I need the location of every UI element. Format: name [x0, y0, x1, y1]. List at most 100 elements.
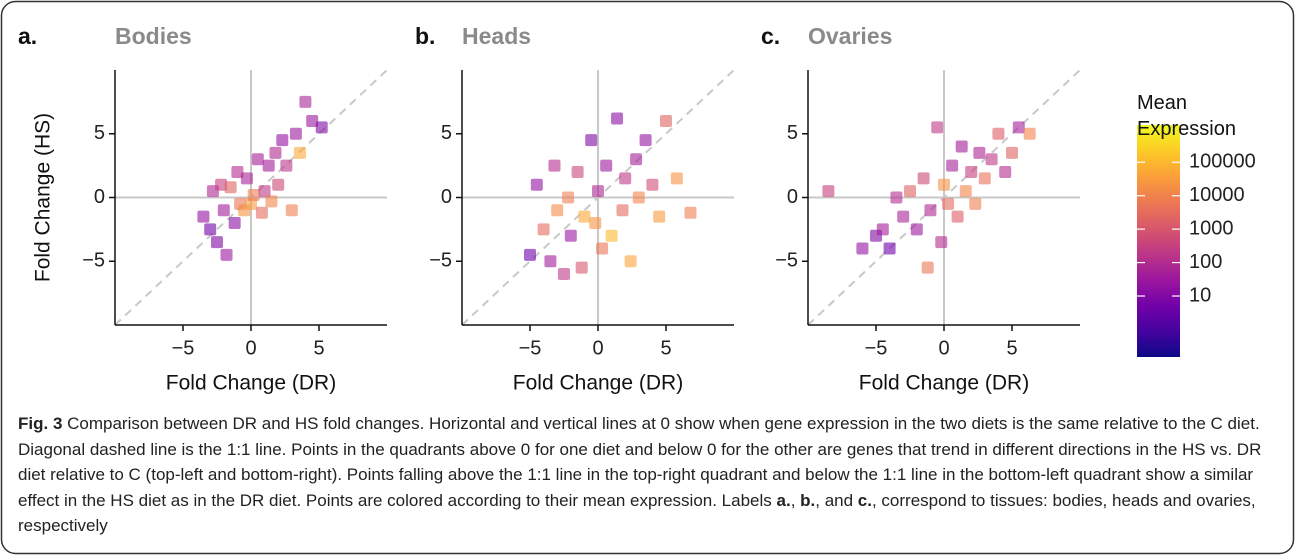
identity-line: [807, 69, 1081, 326]
caption-text: , and: [815, 490, 858, 510]
point: [965, 166, 978, 178]
caption-text: ,: [790, 490, 801, 510]
x-tick-label: −5: [172, 337, 195, 359]
point: [1023, 127, 1036, 140]
point: [220, 248, 233, 261]
panel-title: Ovaries: [808, 23, 892, 49]
point: [247, 188, 260, 201]
x-tick-label: −5: [865, 337, 888, 359]
x-axis-label: Fold Change (DR): [513, 372, 683, 395]
point: [951, 210, 964, 223]
point: [856, 242, 869, 255]
point: [670, 172, 683, 185]
point: [564, 229, 577, 242]
colorbar-tick-label: 10000: [1189, 184, 1245, 206]
panel-title: Heads: [462, 23, 531, 49]
point: [921, 261, 934, 274]
point: [619, 172, 632, 185]
x-axis-label: Fold Change (DR): [859, 372, 1029, 395]
point: [306, 115, 319, 127]
y-tick-label: 5: [787, 122, 798, 144]
colorbar-tick-label: 10: [1189, 284, 1211, 306]
point: [285, 204, 298, 217]
point: [931, 121, 944, 134]
point: [904, 185, 916, 198]
point: [822, 185, 835, 198]
point: [280, 159, 293, 172]
caption-bold: a.: [776, 490, 791, 510]
point: [890, 191, 903, 204]
point: [255, 206, 268, 219]
point: [883, 242, 896, 255]
point: [876, 223, 889, 236]
panel-label: b.: [415, 23, 435, 49]
point: [946, 159, 959, 172]
point: [240, 172, 253, 185]
point: [910, 223, 923, 236]
point: [272, 178, 285, 191]
caption-text: Comparison between DR and HS fold change…: [18, 414, 1262, 510]
x-tick-label: 5: [660, 337, 671, 359]
point: [999, 166, 1012, 178]
x-tick-label: 0: [245, 337, 256, 359]
panel-label: c.: [761, 23, 780, 49]
point: [251, 153, 264, 166]
point: [616, 204, 629, 217]
panel-label: a.: [18, 23, 37, 49]
point: [551, 204, 564, 217]
point: [942, 197, 955, 210]
x-axis-label: Fold Change (DR): [166, 372, 336, 395]
point: [592, 185, 604, 198]
caption: Fig. 3 Comparison between DR and HS fold…: [18, 411, 1280, 539]
point: [632, 191, 645, 204]
point: [204, 223, 217, 236]
point: [224, 181, 237, 194]
point: [935, 236, 948, 249]
point: [959, 185, 972, 198]
caption-bold: Fig. 3: [18, 414, 63, 433]
point: [897, 210, 910, 223]
point: [653, 210, 666, 223]
point: [197, 210, 210, 223]
point: [973, 146, 986, 159]
point: [969, 197, 982, 210]
point: [215, 178, 228, 191]
point: [289, 127, 302, 140]
y-tick-label: 0: [94, 186, 105, 208]
point: [265, 195, 278, 208]
point: [262, 159, 275, 172]
point: [537, 223, 550, 236]
point: [548, 159, 561, 172]
point: [660, 115, 672, 127]
point: [585, 134, 598, 147]
point: [524, 248, 536, 261]
point: [530, 178, 543, 191]
point: [646, 178, 659, 191]
x-tick-label: 5: [1006, 337, 1017, 359]
point: [562, 191, 575, 204]
point: [299, 95, 312, 108]
point: [217, 204, 230, 217]
y-tick-label: −5: [775, 250, 798, 272]
point: [315, 121, 328, 134]
point: [600, 159, 613, 172]
point: [955, 140, 968, 153]
caption-text: , correspond to tissues: bodies, heads a…: [18, 490, 1256, 536]
point: [639, 134, 652, 147]
point: [630, 153, 643, 166]
identity-line: [461, 69, 735, 326]
point: [611, 112, 624, 125]
x-tick-label: 0: [592, 337, 603, 359]
point: [992, 127, 1005, 140]
point: [544, 255, 557, 268]
point: [1006, 146, 1018, 159]
y-tick-label: −5: [82, 250, 105, 272]
point: [917, 172, 930, 185]
colorbar-tick-label: 100000: [1189, 151, 1256, 173]
colorbar-tick-label: 1000: [1189, 217, 1234, 239]
point: [571, 166, 584, 178]
point: [293, 146, 306, 159]
